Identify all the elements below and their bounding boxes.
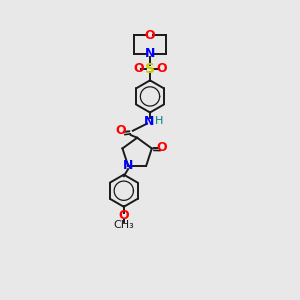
Text: CH₃: CH₃ [113, 220, 134, 230]
Text: O: O [157, 141, 167, 154]
Text: S: S [145, 61, 155, 76]
Text: H: H [155, 116, 163, 127]
Text: N: N [145, 47, 155, 60]
Text: O: O [145, 29, 155, 42]
Text: N: N [144, 115, 154, 128]
Text: O: O [116, 124, 126, 137]
Text: N: N [123, 159, 133, 172]
Text: O: O [118, 209, 129, 222]
Text: O: O [133, 62, 143, 75]
Text: O: O [157, 62, 167, 75]
